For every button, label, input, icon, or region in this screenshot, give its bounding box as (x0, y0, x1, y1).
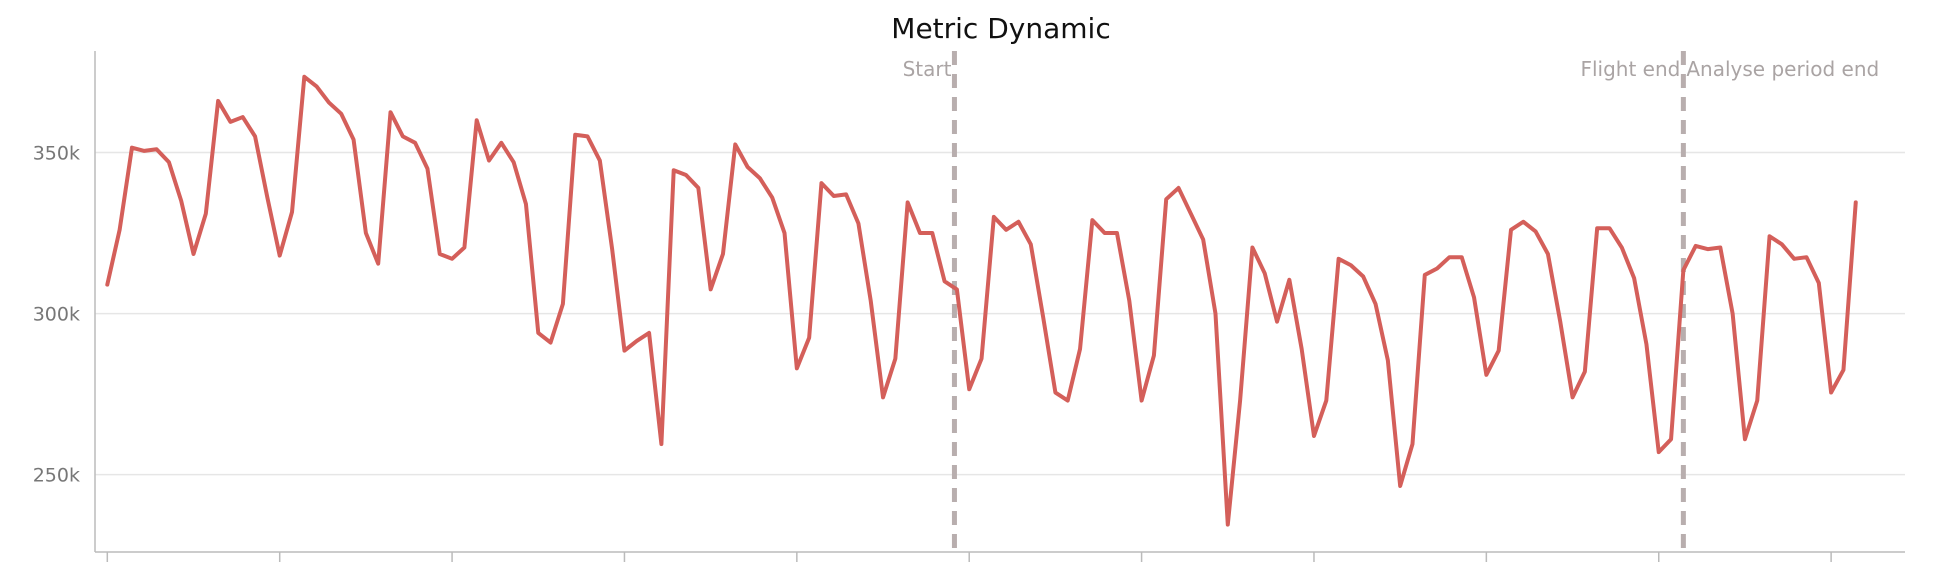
grid-lines (95, 151, 1905, 476)
y-tick-label-0: 250k (33, 465, 80, 487)
axes: 250k 300k 350k (33, 51, 1905, 562)
event-marker-label-1: Flight end (1580, 57, 1680, 81)
y-tick-label-2: 350k (33, 142, 80, 164)
series-lines (105, 74, 1858, 527)
event-marker-label-0: Start (903, 57, 952, 81)
y-tick-label-1: 300k (33, 304, 80, 326)
series-line-0 (105, 74, 1858, 527)
event-markers: Start Flight end Analyse period end (903, 51, 1879, 552)
chart-title: Metric Dynamic (891, 12, 1110, 45)
event-marker-label-2: Analyse period end (1686, 57, 1879, 81)
